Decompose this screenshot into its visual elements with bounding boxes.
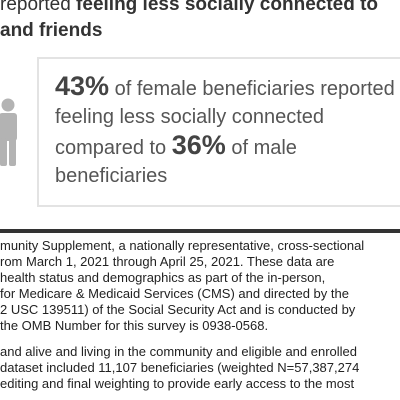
heading-line-2: and friends: [0, 20, 103, 41]
stat-callout-text: 43% of female beneficiaries reported fee…: [55, 72, 400, 190]
person-icon-leg-right: [9, 138, 16, 166]
stat-line-1-rest: of female beneficiaries reported: [109, 78, 395, 100]
paragraph-line: editing and final weighting to provide e…: [0, 376, 355, 391]
person-icon-leg-left: [0, 138, 7, 166]
female-percentage: 43%: [55, 71, 110, 101]
stat-callout-box: 43% of female beneficiaries reported fee…: [37, 57, 400, 207]
stat-line-4: beneficiaries: [55, 165, 168, 187]
section-heading: reported feeling less socially connected…: [0, 0, 400, 44]
heading-prefix: reported: [0, 0, 77, 15]
person-icon-head: [1, 98, 15, 112]
paragraph-line: dataset included 11,107 beneficiaries (w…: [0, 360, 360, 375]
heading-bold-text: feeling less socially connected to: [76, 0, 379, 15]
person-icon-body: [0, 113, 17, 141]
methodology-paragraph-2: and alive and living in the community an…: [0, 344, 400, 392]
paragraph-line: for Medicare & Medicaid Services (CMS) a…: [0, 286, 349, 301]
stat-line-2: feeling less socially connected: [55, 106, 325, 128]
paragraph-line: munity Supplement, a nationally represen…: [0, 238, 365, 253]
paragraph-line: health status and demographics as part o…: [0, 270, 326, 285]
paragraph-line: and alive and living in the community an…: [0, 344, 358, 359]
stat-line-1: 43% of female beneficiaries reported: [55, 72, 400, 103]
stat-line-3: compared to 36% of male: [55, 131, 400, 162]
paragraph-line: the OMB Number for this survey is 0938-0…: [0, 318, 269, 333]
stat-line-3-prefix: compared to: [55, 137, 172, 159]
heading-line-1: reported feeling less socially connected…: [0, 0, 400, 18]
paragraph-line: 2 USC 139511) of the Social Security Act…: [0, 302, 356, 317]
stat-line-3-rest: of male: [225, 137, 297, 159]
section-divider: [0, 229, 400, 233]
person-icon: [0, 98, 17, 166]
male-percentage: 36%: [171, 130, 226, 160]
methodology-paragraph-1: munity Supplement, a nationally represen…: [0, 238, 400, 334]
paragraph-line: rom March 1, 2021 through April 25, 2021…: [0, 254, 335, 269]
